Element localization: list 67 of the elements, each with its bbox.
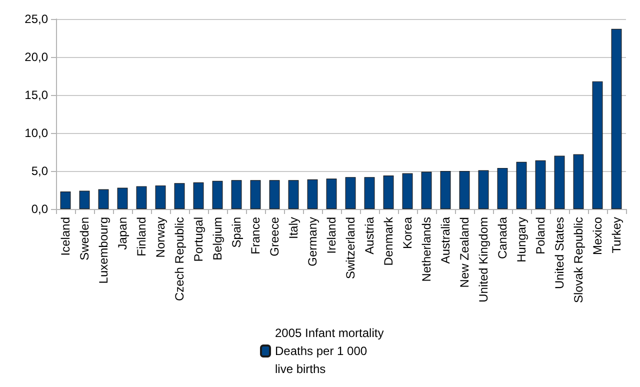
bar [440, 171, 451, 209]
x-tick-label: Sweden [78, 217, 92, 260]
x-tick-label: New Zealand [458, 217, 472, 288]
x-tick-label: Ireland [324, 217, 338, 254]
x-tick-label: Hungary [514, 217, 528, 262]
bar [326, 178, 337, 209]
bar [364, 177, 375, 209]
x-tick-label: Switzerland [344, 217, 358, 280]
bar [554, 156, 565, 209]
bar [174, 183, 185, 209]
bar [497, 168, 508, 209]
y-tick-label: 25,0 [24, 12, 48, 26]
bar [193, 182, 204, 209]
bar [269, 180, 280, 209]
x-tick-label: Iceland [58, 217, 72, 256]
bar [307, 179, 318, 209]
bar [155, 185, 166, 209]
bar [79, 190, 90, 209]
bar [611, 28, 622, 209]
x-tick-label: Czech Republic [172, 217, 186, 302]
x-tick-label: Australia [438, 216, 452, 264]
x-tick-label: Mexico [590, 216, 604, 256]
y-tick-label: 10,0 [24, 126, 48, 140]
x-tick-label: Norway [154, 217, 168, 258]
x-tick-label: Italy [286, 217, 300, 240]
x-tick-label: Poland [534, 217, 548, 254]
x-tick-label: United Kingdom [476, 217, 490, 302]
x-tick-label: Greece [268, 216, 282, 256]
x-tick-label: Denmark [382, 216, 396, 266]
x-tick-label: Germany [306, 217, 320, 266]
bar [402, 173, 413, 209]
bar [383, 176, 394, 209]
bar [535, 160, 546, 209]
x-tick-label: Finland [134, 217, 148, 256]
bar [516, 162, 527, 209]
bar [459, 171, 470, 209]
bar [250, 180, 261, 209]
bar [592, 81, 603, 209]
x-tick-label: Netherlands [420, 217, 434, 282]
x-tick-label: Slovak Republic [572, 217, 586, 304]
y-tick-label: 20,0 [24, 50, 48, 64]
bar [231, 180, 242, 209]
bar [421, 172, 432, 209]
bar [345, 177, 356, 209]
x-tick-label: Spain [230, 217, 244, 248]
x-tick-label: Korea [400, 216, 414, 250]
x-tick-label: Austria [362, 216, 376, 254]
x-tick-label: Canada [496, 216, 510, 260]
x-tick-label: Turkey [610, 217, 624, 254]
bar [288, 180, 299, 209]
bar [478, 170, 489, 209]
x-tick-label: Portugal [192, 217, 206, 262]
legend-label: 2005 Infant mortality Deaths per 1 000 live births [275, 326, 384, 376]
y-tick-label: 5,0 [31, 164, 48, 178]
x-tick-label: Luxembourg [96, 217, 110, 284]
x-tick-label: Japan [116, 217, 130, 250]
bar [60, 192, 71, 209]
x-tick-label: United States [552, 217, 566, 290]
bar [212, 180, 223, 209]
y-tick-label: 15,0 [24, 88, 48, 102]
bar [117, 188, 128, 209]
x-tick-label: France [248, 216, 262, 254]
bar [136, 186, 147, 209]
bar [573, 154, 584, 209]
bar [98, 189, 109, 209]
x-tick-label: Belgium [210, 217, 224, 260]
y-tick-label: 0,0 [31, 202, 48, 216]
